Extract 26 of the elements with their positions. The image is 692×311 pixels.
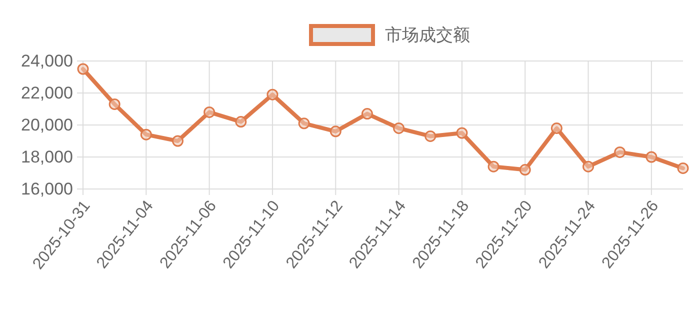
y-tick-label: 16,000 [21, 180, 73, 198]
point [298, 118, 310, 130]
y-tick-label: 24,000 [21, 52, 73, 70]
point [646, 151, 658, 163]
point [550, 122, 562, 134]
point [266, 88, 278, 100]
point [424, 130, 436, 142]
point [108, 98, 120, 110]
point [582, 160, 594, 172]
point [235, 116, 247, 128]
point [519, 164, 531, 176]
point [140, 128, 152, 140]
point [172, 135, 184, 147]
y-tick-label: 22,000 [21, 84, 73, 102]
point [77, 63, 89, 75]
y-tick-label: 18,000 [21, 148, 73, 166]
y-tick-label: 20,000 [21, 116, 73, 134]
point [204, 106, 216, 118]
point [393, 122, 405, 134]
point [677, 162, 689, 174]
legend-label: 市场成交额 [385, 26, 470, 44]
point [614, 146, 626, 158]
point [488, 160, 500, 172]
point [330, 126, 342, 138]
point [361, 108, 373, 120]
point [456, 127, 468, 139]
